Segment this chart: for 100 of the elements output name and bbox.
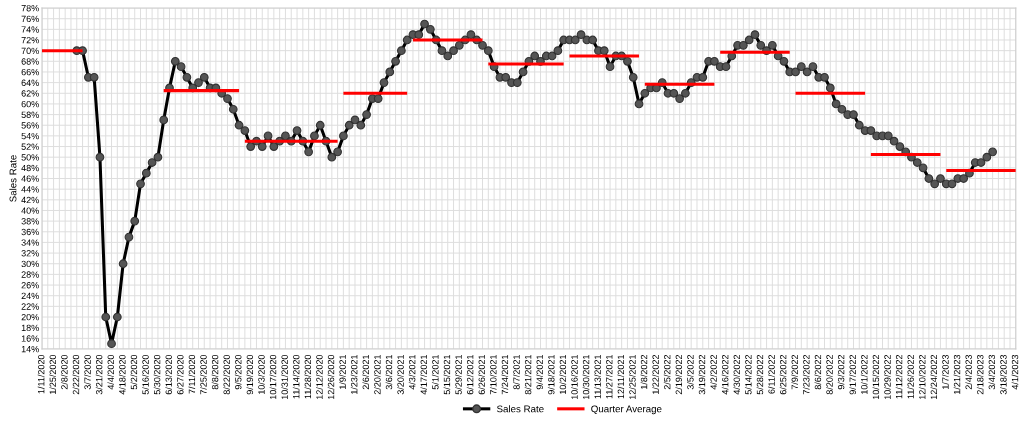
- y-tick-label: 28%: [21, 271, 39, 278]
- x-tick-label: 4/1/2023: [1011, 354, 1019, 390]
- x-tick-label: 9/4/2021: [536, 354, 543, 390]
- y-tick-label: 26%: [21, 282, 39, 289]
- x-tick-label: 4/16/2022: [721, 354, 729, 395]
- x-tick-label: 10/2/2021: [559, 354, 567, 394]
- y-tick-label: 46%: [21, 175, 39, 182]
- x-tick-label: 4/4/2020: [107, 354, 114, 390]
- x-tick-label: 2/4/2023: [965, 354, 972, 390]
- y-tick-label: 70%: [21, 47, 39, 55]
- x-tick-label: 3/5/2022: [686, 354, 694, 390]
- y-tick-label: 78%: [21, 5, 39, 12]
- x-tick-label: 10/30/2021: [582, 354, 590, 400]
- x-tick-label: 1/11/2020: [37, 354, 45, 394]
- x-tick-label: 4/17/2021: [420, 354, 427, 395]
- x-tick-label: 10/3/2020: [258, 354, 265, 394]
- y-tick-label: 60%: [21, 100, 39, 108]
- x-tick-label: 12/11/2021: [617, 354, 625, 399]
- legend-label: Sales Rate: [496, 405, 544, 413]
- x-tick-label: 9/18/2021: [547, 354, 555, 395]
- legend-label: Quarter Average: [591, 405, 662, 415]
- x-tick-label: 10/16/2021: [571, 354, 578, 400]
- x-tick-label: 9/17/2022: [849, 354, 856, 395]
- x-tick-label: 4/2/2022: [710, 354, 717, 390]
- x-tick-label: 2/6/2021: [362, 354, 370, 390]
- y-tick-label: 48%: [21, 164, 39, 172]
- x-tick-label: 10/17/2020: [269, 354, 277, 400]
- x-tick-label: 5/15/2021: [443, 354, 451, 395]
- x-tick-label: 2/20/2021: [373, 354, 381, 395]
- x-tick-label: 10/29/2022: [884, 354, 891, 400]
- x-tick-label: 5/28/2022: [756, 354, 764, 395]
- x-tick-label: 10/15/2022: [872, 354, 880, 400]
- x-tick-label: 7/11/2020: [188, 354, 196, 394]
- x-tick-label: 3/19/2022: [698, 354, 706, 395]
- y-tick-label: 58%: [21, 111, 39, 118]
- x-tick-label: 5/29/2021: [455, 354, 462, 395]
- x-tick-label: 5/14/2022: [744, 354, 752, 395]
- x-tick-label: 8/8/2020: [211, 354, 219, 390]
- x-tick-label: 4/3/2021: [408, 354, 416, 390]
- y-tick-label: 52%: [21, 143, 39, 150]
- x-tick-label: 3/18/2023: [1000, 354, 1007, 395]
- x-tick-label: 11/12/2022: [895, 354, 903, 399]
- y-tick-label: 20%: [21, 313, 39, 321]
- y-tick-label: 44%: [21, 186, 39, 193]
- x-tick-label: 1/23/2021: [350, 354, 358, 394]
- x-tick-label: 8/20/2022: [826, 354, 833, 395]
- x-tick-label: 6/11/2022: [768, 354, 775, 394]
- y-tick-label: 40%: [21, 207, 39, 214]
- x-tick-label: 7/10/2021: [489, 354, 497, 395]
- x-tick-label: 1/8/2022: [640, 354, 648, 389]
- x-tick-label: 1/22/2022: [652, 354, 659, 394]
- x-tick-label: 2/19/2022: [675, 354, 683, 395]
- x-tick-label: 12/25/2021: [629, 354, 636, 400]
- x-tick-label: 9/5/2020: [234, 354, 242, 390]
- x-tick-label: 11/27/2021: [605, 354, 613, 399]
- y-tick-label: 18%: [21, 324, 39, 332]
- x-tick-label: 11/26/2022: [907, 354, 914, 399]
- x-tick-label: 12/10/2022: [918, 354, 926, 400]
- y-tick-label: 50%: [21, 154, 39, 161]
- x-tick-label: 7/25/2020: [200, 354, 207, 395]
- x-tick-label: 5/16/2020: [142, 354, 149, 395]
- x-tick-label: 2/8/2020: [60, 354, 68, 390]
- y-tick-label: 36%: [21, 228, 39, 236]
- x-tick-label: 3/21/2020: [95, 354, 103, 395]
- x-tick-label: 1/9/2021: [339, 354, 346, 389]
- x-tick-label: 11/14/2020: [292, 354, 300, 399]
- x-tick-label: 6/27/2020: [176, 354, 184, 395]
- y-tick-label: 72%: [21, 36, 39, 44]
- x-tick-label: 10/31/2020: [281, 354, 288, 400]
- x-tick-label: 8/6/2022: [814, 354, 822, 390]
- x-tick-label: 3/6/2021: [385, 354, 393, 390]
- x-tick-label: 3/7/2020: [84, 354, 91, 390]
- x-tick-label: 11/28/2020: [304, 354, 312, 399]
- y-tick-label: 68%: [21, 58, 39, 65]
- y-tick-label: 30%: [21, 260, 39, 268]
- x-tick-label: 7/9/2022: [791, 354, 798, 390]
- x-tick-label: 6/26/2021: [478, 354, 485, 395]
- y-tick-label: 42%: [21, 196, 39, 204]
- y-tick-label: 16%: [21, 335, 39, 342]
- x-tick-label: 1/7/2023: [942, 354, 949, 389]
- y-tick-label: 66%: [21, 68, 39, 76]
- x-tick-label: 6/12/2021: [466, 354, 474, 395]
- y-tick-label: 32%: [21, 250, 39, 257]
- x-tick-label: 7/23/2022: [802, 354, 810, 395]
- x-tick-label: 9/19/2020: [246, 354, 254, 395]
- x-tick-label: 12/24/2022: [930, 354, 938, 400]
- y-tick-label: 34%: [21, 239, 39, 246]
- y-tick-label: 76%: [21, 15, 39, 23]
- x-tick-label: 6/25/2022: [779, 354, 787, 395]
- x-tick-label: 1/25/2020: [49, 354, 56, 394]
- x-tick-label: 9/3/2022: [837, 354, 845, 390]
- x-tick-label: 11/13/2021: [594, 354, 601, 399]
- x-tick-label: 5/30/2020: [153, 354, 161, 395]
- y-axis-title: Sales Rate: [9, 155, 17, 202]
- x-tick-label: 10/1/2022: [860, 354, 868, 394]
- y-tick-label: 24%: [21, 292, 39, 300]
- x-tick-label: 4/18/2020: [118, 354, 126, 395]
- x-tick-label: 12/26/2020: [327, 354, 335, 400]
- x-tick-label: 7/24/2021: [501, 354, 509, 395]
- y-tick-label: 62%: [21, 90, 39, 97]
